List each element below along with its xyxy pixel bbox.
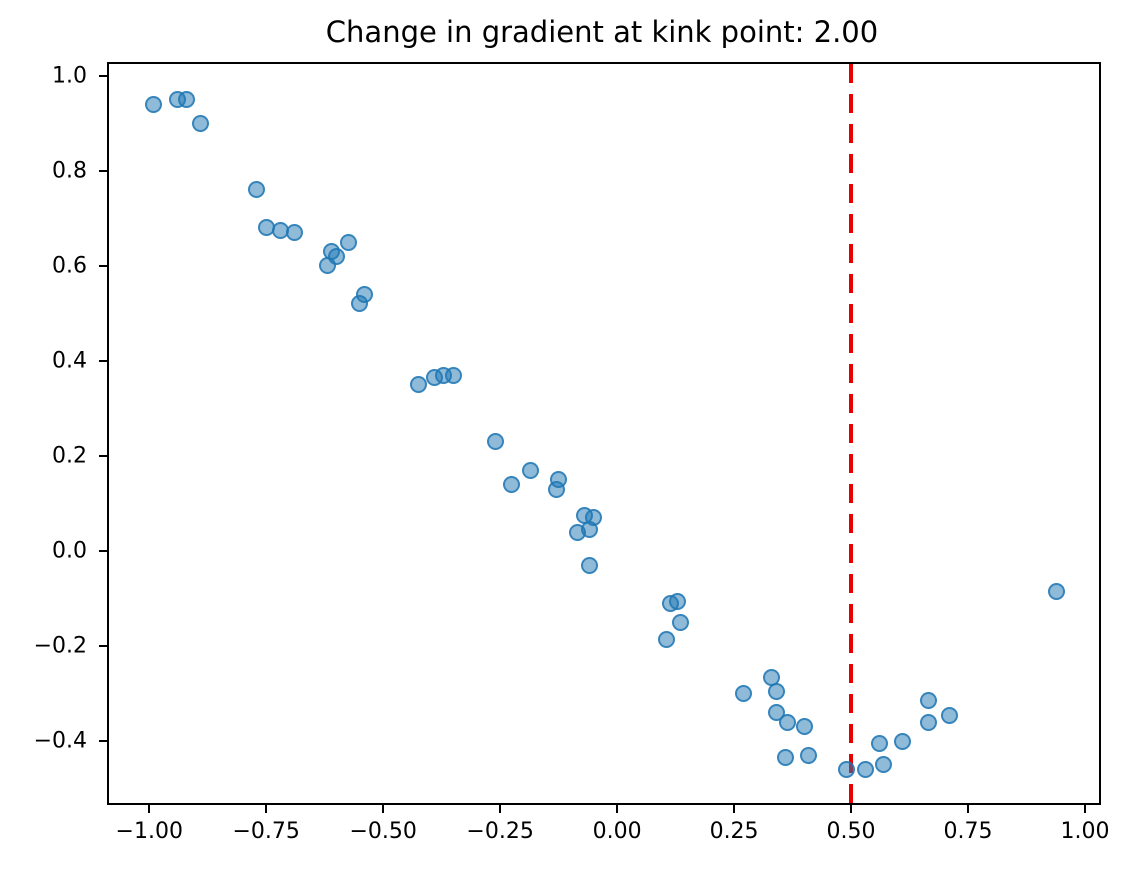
x-axis-tick-label: −0.50	[349, 819, 417, 844]
scatter-point	[893, 732, 911, 750]
scatter-point	[870, 735, 888, 753]
x-axis-tick-label: 0.00	[592, 819, 642, 844]
x-axis-tick	[616, 805, 619, 813]
x-axis-tick	[733, 805, 736, 813]
scatter-point	[795, 718, 813, 736]
scatter-point	[444, 366, 462, 384]
scatter-point	[550, 471, 568, 489]
scatter-point	[409, 376, 427, 394]
scatter-point	[875, 756, 893, 774]
y-axis-tick	[99, 264, 107, 267]
scatter-point	[767, 682, 785, 700]
scatter-point	[145, 95, 163, 113]
y-axis-tick-label: 0.8	[52, 158, 87, 184]
scatter-point	[580, 556, 598, 574]
scatter-point	[657, 630, 675, 648]
scatter-point	[486, 433, 504, 451]
y-axis-tick-label: −0.4	[33, 728, 87, 754]
scatter-point	[919, 692, 937, 710]
scatter-point	[503, 476, 521, 494]
y-axis-tick-label: 1.0	[52, 63, 87, 89]
y-axis-tick	[99, 360, 107, 363]
y-axis-tick	[99, 645, 107, 648]
y-axis-tick	[99, 740, 107, 743]
y-axis-tick-label: 0.0	[52, 538, 87, 564]
scatter-point	[800, 746, 818, 764]
x-axis-tick	[850, 805, 853, 813]
x-axis-tick-label: −1.00	[115, 819, 183, 844]
scatter-point	[919, 713, 937, 731]
x-axis-tick-label: −0.75	[232, 819, 300, 844]
scatter-point	[940, 706, 958, 724]
scatter-point	[734, 685, 752, 703]
scatter-point	[192, 114, 210, 132]
plot-area	[107, 62, 1101, 805]
chart-title: Change in gradient at kink point: 2.00	[325, 15, 879, 49]
y-axis-tick	[99, 455, 107, 458]
y-axis-tick	[99, 169, 107, 172]
scatter-point	[248, 181, 266, 199]
x-axis-tick-label: 1.00	[1060, 819, 1110, 844]
x-axis-tick	[265, 805, 268, 813]
x-axis-tick-label: 0.75	[943, 819, 993, 844]
scatter-point	[777, 749, 795, 767]
y-axis-tick-label: 0.2	[52, 443, 87, 469]
y-axis-tick	[99, 74, 107, 77]
y-axis-tick-label: 0.6	[52, 253, 87, 279]
scatter-point	[856, 761, 874, 779]
scatter-point	[669, 592, 687, 610]
y-axis-tick-label: 0.4	[52, 348, 87, 374]
scatter-point	[522, 461, 540, 479]
y-axis-tick-label: −0.2	[33, 633, 87, 659]
x-axis-tick	[499, 805, 502, 813]
scatter-point	[285, 224, 303, 242]
x-axis-tick	[148, 805, 151, 813]
scatter-point	[1048, 583, 1066, 601]
scatter-point	[671, 613, 689, 631]
scatter-point	[327, 247, 345, 265]
scatter-point	[351, 295, 369, 313]
kink-point-vline	[849, 64, 854, 803]
x-axis-tick-label: −0.25	[466, 819, 534, 844]
y-axis-tick	[99, 550, 107, 553]
x-axis-tick	[966, 805, 969, 813]
scatter-point	[339, 233, 357, 251]
x-axis-tick-label: 0.25	[709, 819, 759, 844]
x-axis-tick	[1083, 805, 1086, 813]
scatter-point	[585, 509, 603, 527]
scatter-point	[837, 761, 855, 779]
scatter-point	[178, 91, 196, 109]
x-axis-tick-label: 0.50	[826, 819, 876, 844]
x-axis-tick	[382, 805, 385, 813]
scatter-point	[779, 713, 797, 731]
